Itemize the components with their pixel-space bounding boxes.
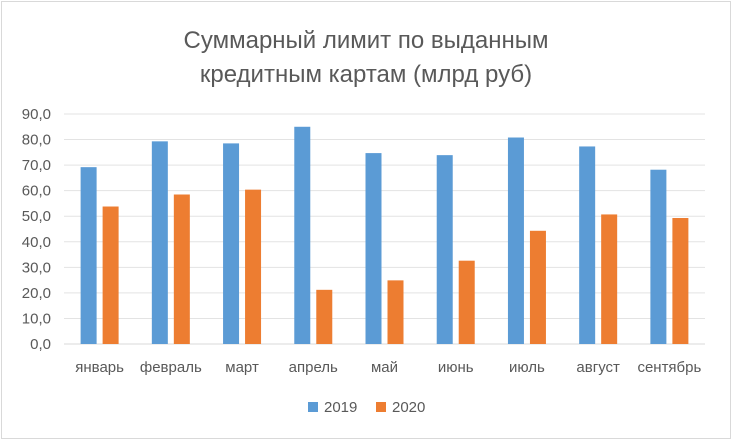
x-category-label: июнь bbox=[438, 359, 474, 376]
y-tick-label: 80,0 bbox=[22, 132, 51, 149]
y-tick-label: 10,0 bbox=[22, 310, 51, 327]
x-category-label: сентябрь bbox=[637, 359, 701, 376]
gridlines bbox=[64, 113, 705, 345]
legend-swatch bbox=[376, 402, 386, 412]
x-category-label: апрель bbox=[289, 359, 338, 376]
bar-2020 bbox=[245, 189, 262, 344]
bar-2020 bbox=[458, 260, 475, 344]
x-category-label: март bbox=[225, 359, 259, 376]
y-tick-label: 60,0 bbox=[22, 183, 51, 200]
bars bbox=[80, 126, 689, 345]
bar-2019 bbox=[80, 167, 97, 344]
bar-2020 bbox=[529, 230, 546, 344]
bar-2020 bbox=[387, 280, 404, 344]
bar-2020 bbox=[173, 194, 190, 344]
y-tick-label: 90,0 bbox=[22, 106, 51, 123]
bar-2020 bbox=[601, 214, 618, 344]
bar-2020 bbox=[102, 206, 119, 344]
bar-2019 bbox=[650, 169, 667, 344]
x-category-label: январь bbox=[75, 359, 124, 376]
x-axis-category-labels: январь февраль март апрель май июнь июль август… bbox=[75, 359, 701, 376]
bar-2019 bbox=[365, 153, 382, 344]
y-tick-label: 0,0 bbox=[30, 336, 51, 353]
bar-2019 bbox=[436, 155, 453, 344]
x-category-label: июль bbox=[509, 359, 545, 376]
bar-2019 bbox=[151, 141, 168, 344]
chart-title-line-1: Суммарный лимит по выданным bbox=[184, 27, 549, 54]
legend-label: 2019 bbox=[324, 399, 357, 416]
y-axis-tick-labels: 0,0 10,0 20,0 30,0 40,0 50,0 60,0 70,0 80,0 90,0 bbox=[22, 106, 51, 353]
bar-2019 bbox=[507, 137, 524, 344]
x-category-label: февраль bbox=[140, 359, 202, 376]
bar-2019 bbox=[579, 146, 596, 344]
bar-2019 bbox=[223, 143, 240, 344]
bar-2019 bbox=[294, 126, 311, 345]
bar-2020 bbox=[672, 218, 689, 344]
y-tick-label: 40,0 bbox=[22, 234, 51, 251]
y-tick-label: 30,0 bbox=[22, 259, 51, 276]
bar-2020 bbox=[316, 289, 333, 344]
legend: 2019 2020 bbox=[308, 399, 425, 416]
y-tick-label: 20,0 bbox=[22, 285, 51, 302]
x-category-label: май bbox=[371, 359, 398, 376]
chart-title-line-2: кредитным картам (млрд руб) bbox=[200, 61, 532, 88]
legend-label: 2020 bbox=[392, 399, 425, 416]
x-category-label: август bbox=[576, 359, 620, 376]
y-tick-label: 70,0 bbox=[22, 157, 51, 174]
legend-swatch bbox=[308, 402, 318, 412]
y-tick-label: 50,0 bbox=[22, 208, 51, 225]
